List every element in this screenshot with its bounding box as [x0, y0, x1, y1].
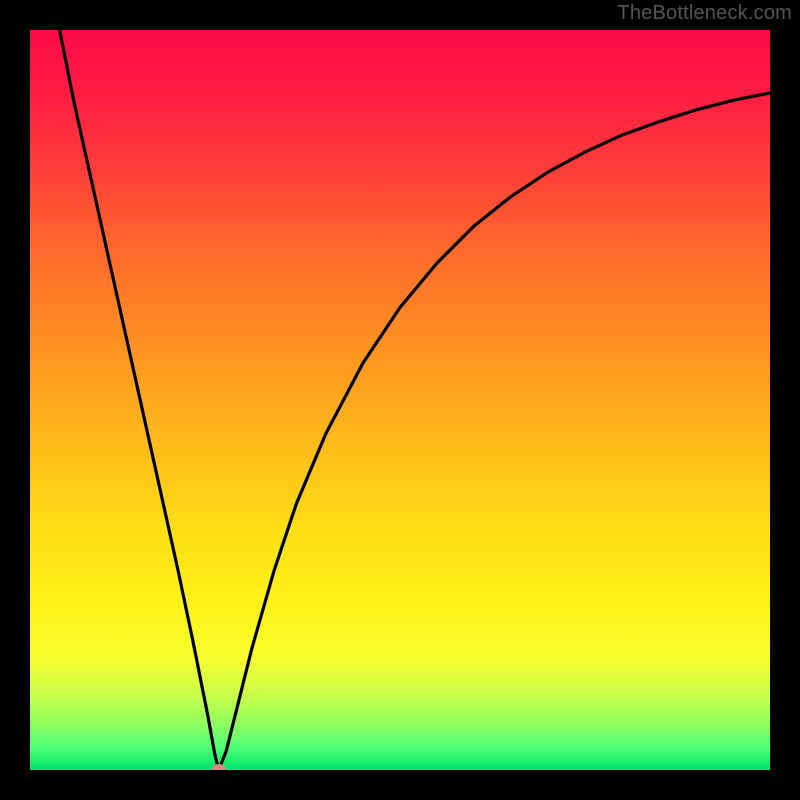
source-watermark: TheBottleneck.com — [617, 2, 792, 25]
chart-frame: TheBottleneck.com — [0, 0, 800, 800]
plot-area — [30, 30, 770, 770]
bottleneck-curve — [60, 30, 770, 770]
curve-layer — [30, 30, 770, 770]
optimum-marker — [212, 765, 226, 771]
